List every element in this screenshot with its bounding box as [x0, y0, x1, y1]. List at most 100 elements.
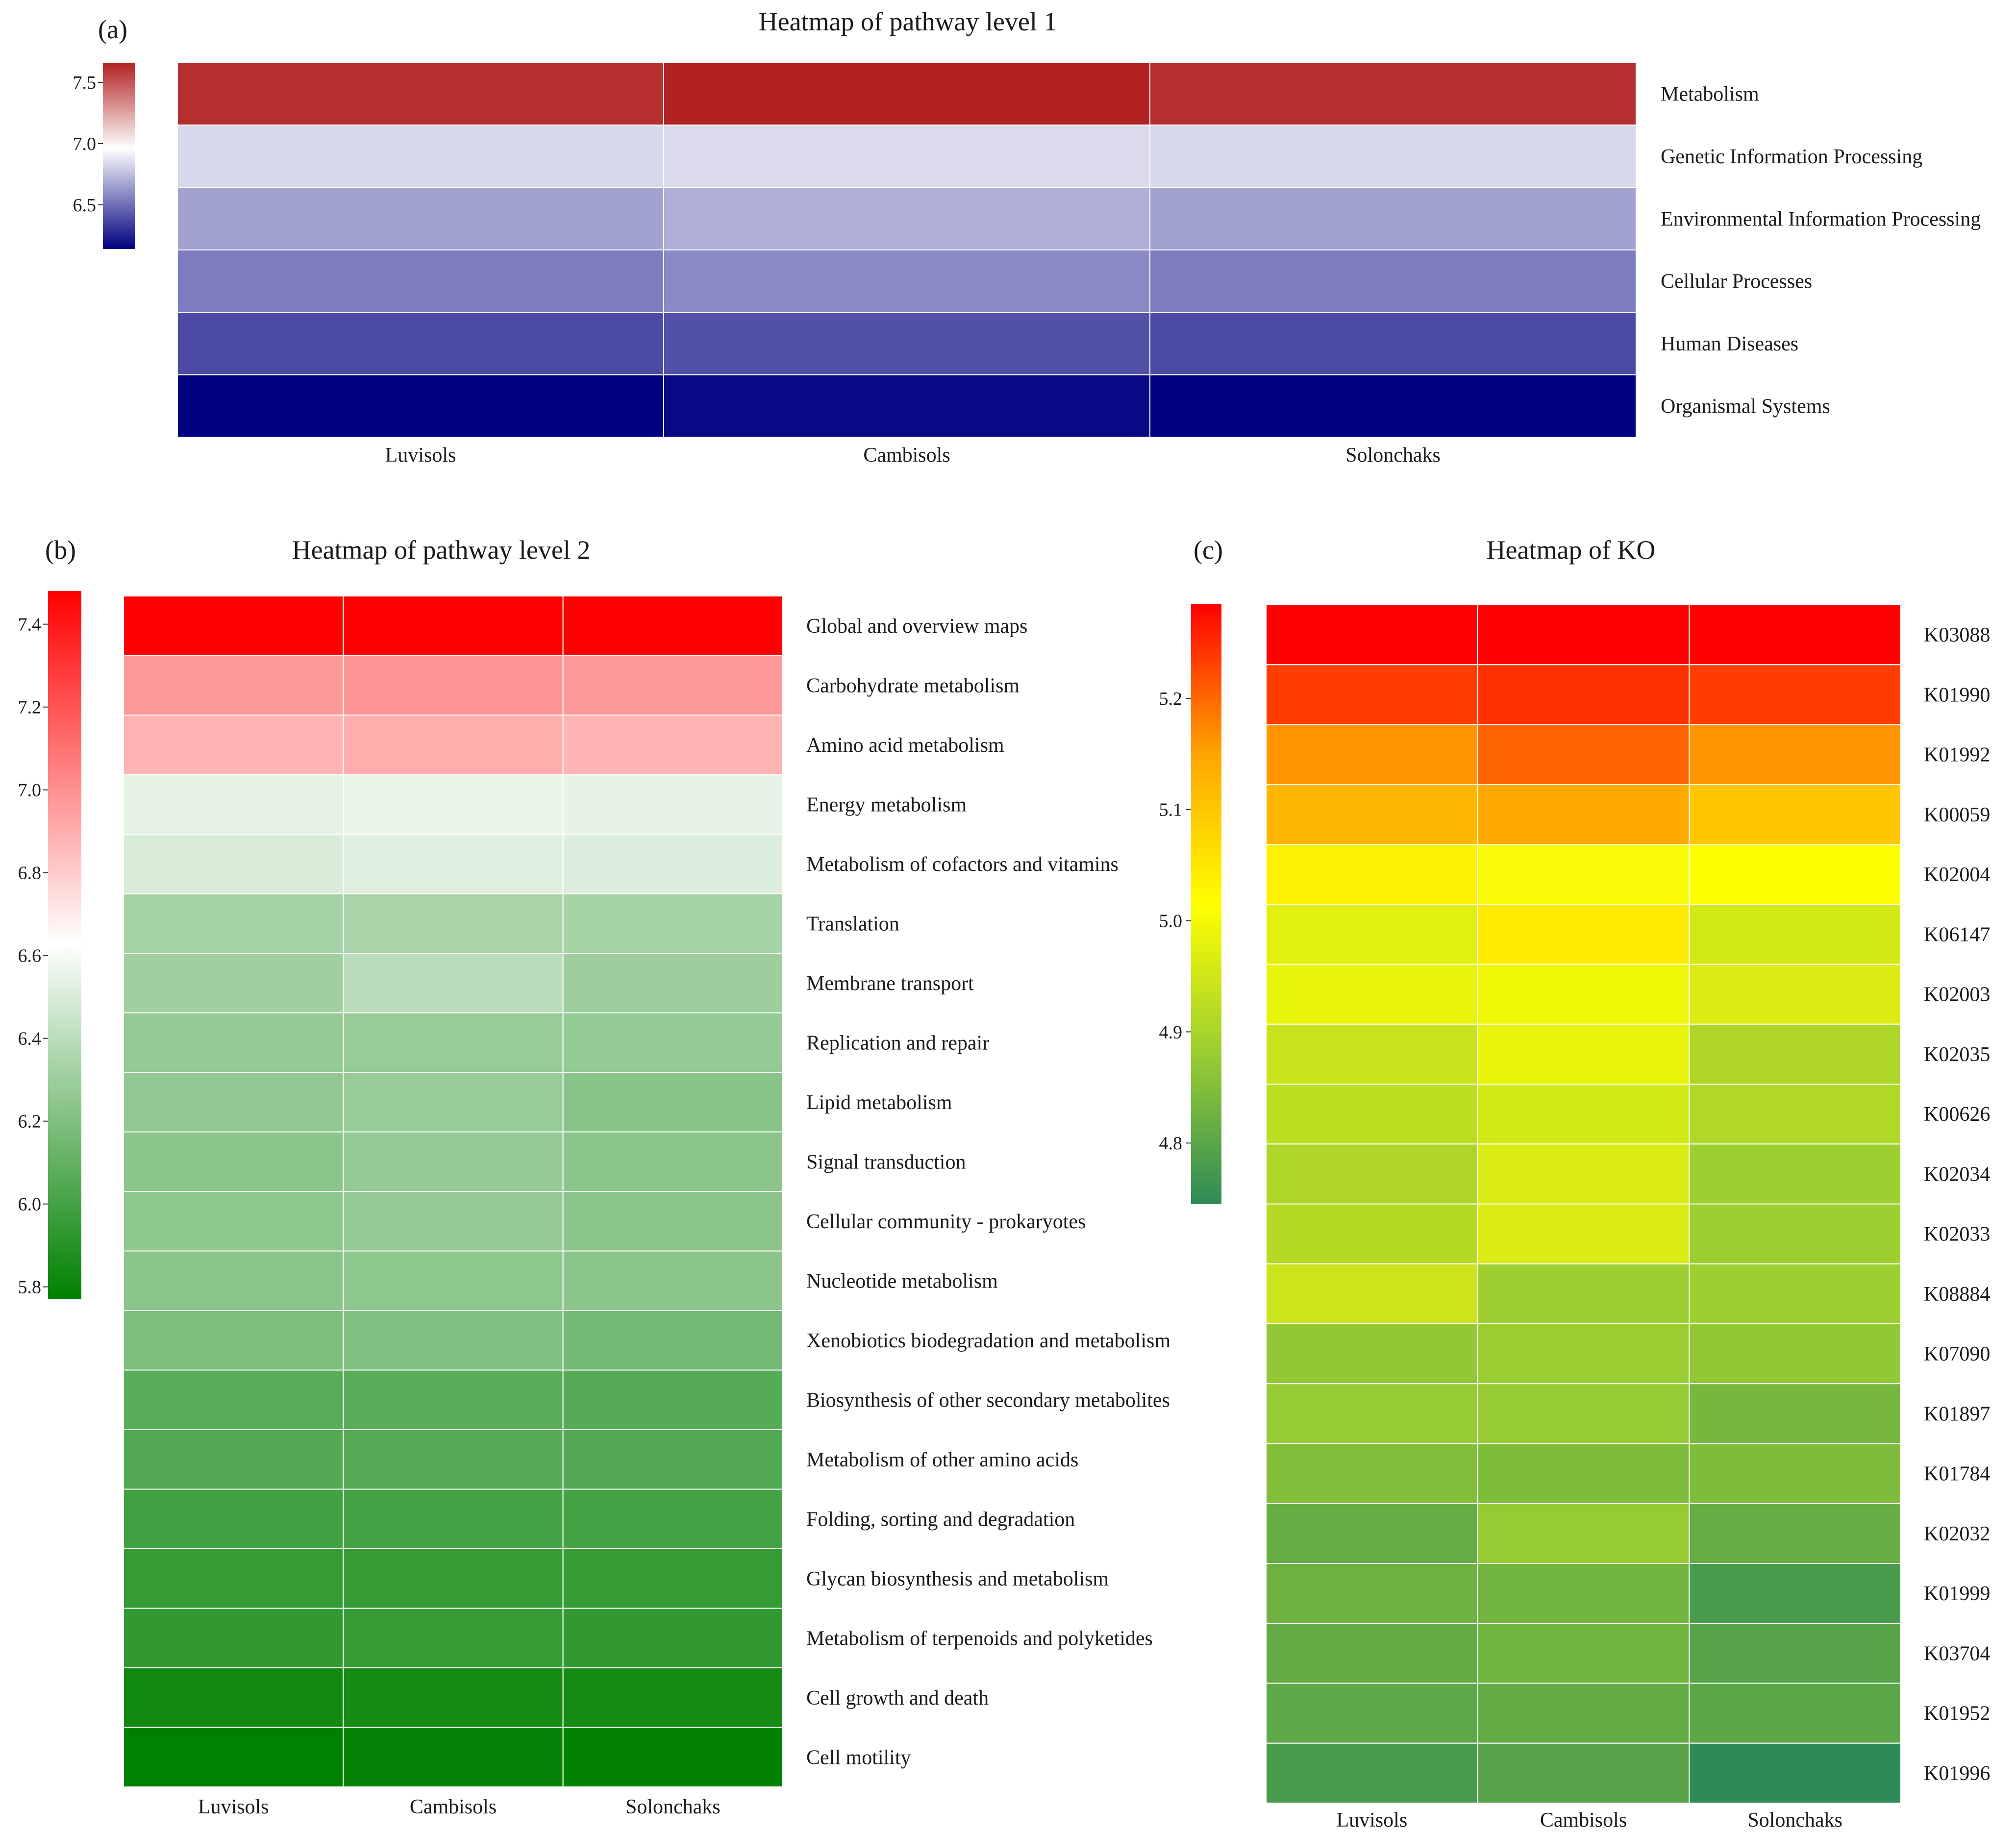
- heatmap-cell: [343, 1310, 564, 1371]
- panel-a: (a) Heatmap of pathway level 1 7.5 7.0 6.5…: [73, 7, 1981, 467]
- heatmap-cell: [343, 1727, 564, 1787]
- row-label: Glycan biosynthesis and metabolism: [806, 1568, 1109, 1590]
- heatmap-cell: [1477, 1323, 1690, 1385]
- colorbar-tick-label: 5.1: [1159, 800, 1183, 820]
- colorbar-tick-label: 7.0: [73, 134, 97, 154]
- heatmap-cell: [1266, 904, 1478, 965]
- heatmap-cell: [562, 1667, 783, 1728]
- heatmap-cell: [123, 1548, 344, 1609]
- heatmap-cell: [177, 312, 664, 375]
- heatmap-cell: [1149, 187, 1637, 250]
- heatmap-cell: [1266, 1563, 1478, 1624]
- heatmap-cell: [562, 715, 783, 775]
- panel-b-colorbar-ticks: 7.4 7.2 7.0 6.8 6.6 6.4 6.2 6.0 5.8: [18, 615, 48, 1298]
- row-label: K06147: [1924, 923, 1990, 946]
- heatmap-cell: [1477, 1143, 1690, 1205]
- heatmap-cell: [343, 1072, 564, 1133]
- heatmap-cell: [177, 62, 664, 126]
- colorbar-tick-label: 4.8: [1159, 1133, 1183, 1154]
- heatmap-cell: [123, 655, 344, 716]
- row-label: Energy metabolism: [806, 793, 967, 816]
- row-label: K01990: [1924, 684, 1990, 706]
- row-label: Membrane transport: [806, 972, 974, 995]
- panel-a-letter: (a): [98, 15, 127, 44]
- heatmap-cell: [1477, 904, 1690, 965]
- row-label: Cell growth and death: [806, 1687, 989, 1709]
- heatmap-cell: [123, 834, 344, 894]
- heatmap-cell: [123, 953, 344, 1014]
- row-label: K02032: [1924, 1523, 1990, 1545]
- heatmap-cell: [343, 774, 564, 835]
- row-label: Environmental Information Processing: [1661, 208, 1981, 230]
- heatmap-cell: [1689, 664, 1901, 725]
- row-label: Cellular Processes: [1661, 271, 1812, 293]
- colorbar-tick-label: 7.0: [18, 780, 42, 801]
- row-label: K00059: [1924, 804, 1990, 826]
- panel-c-letter: (c): [1194, 535, 1223, 565]
- heatmap-cell: [663, 124, 1150, 188]
- heatmap-cell: [1477, 664, 1690, 725]
- row-label: K01897: [1924, 1403, 1990, 1425]
- row-label: Organismal Systems: [1661, 395, 1830, 418]
- heatmap-cell: [562, 595, 783, 656]
- heatmap-cell: [1689, 904, 1901, 965]
- panel-b-colorbar: [48, 591, 81, 1299]
- heatmap-cell: [343, 1191, 564, 1252]
- colorbar-tick-label: 4.9: [1159, 1022, 1183, 1042]
- heatmap-cell: [1477, 1742, 1690, 1804]
- heatmap-cell: [1149, 312, 1637, 375]
- row-label: K07090: [1924, 1343, 1990, 1365]
- row-label: Lipid metabolism: [806, 1091, 952, 1114]
- column-label: Solonchaks: [1345, 444, 1441, 467]
- column-label: Cambisols: [410, 1796, 497, 1818]
- row-label: K02033: [1924, 1223, 1990, 1246]
- panel-c-colorbar: [1191, 604, 1221, 1204]
- panel-a-row-labels: Metabolism Genetic Information Processing…: [1661, 83, 1981, 418]
- heatmap-cell: [1266, 664, 1478, 725]
- colorbar-tick-label: 7.5: [73, 73, 97, 93]
- row-label: K08884: [1924, 1283, 1990, 1306]
- column-label: Solonchaks: [625, 1796, 721, 1818]
- panel-c-colorbar-ticks: 5.2 5.1 5.0 4.9 4.8: [1159, 689, 1191, 1154]
- row-label: Cellular community - prokaryotes: [806, 1211, 1086, 1233]
- heatmap-cell: [343, 1429, 564, 1490]
- colorbar-tick-label: 5.8: [18, 1277, 42, 1298]
- panel-a-column-labels: Luvisols Cambisols Solonchaks: [385, 444, 1441, 467]
- panel-b-cells: [123, 595, 783, 1787]
- heatmap-cell: [1266, 1503, 1478, 1564]
- colorbar-tick-label: 5.0: [1159, 911, 1183, 932]
- heatmap-cell: [1689, 1683, 1901, 1744]
- row-label: Replication and repair: [806, 1032, 989, 1054]
- heatmap-cell: [123, 1429, 344, 1490]
- row-label: K02034: [1924, 1163, 1990, 1186]
- heatmap-cell: [1477, 1084, 1690, 1145]
- heatmap-cell: [1689, 1143, 1901, 1205]
- column-label: Luvisols: [1336, 1809, 1407, 1832]
- heatmap-cell: [1689, 1443, 1901, 1504]
- heatmap-cell: [1266, 964, 1478, 1025]
- heatmap-cell: [1266, 1023, 1478, 1085]
- heatmap-cell: [123, 1727, 344, 1787]
- heatmap-cell: [562, 1608, 783, 1668]
- heatmap-cell: [343, 715, 564, 775]
- heatmap-cell: [1266, 1143, 1478, 1205]
- heatmap-cell: [343, 1667, 564, 1728]
- heatmap-cell: [562, 1072, 783, 1133]
- panel-b-title: Heatmap of pathway level 2: [292, 535, 591, 565]
- panel-b-letter: (b): [45, 535, 76, 565]
- heatmap-cell: [663, 374, 1150, 438]
- heatmap-cell: [562, 1250, 783, 1311]
- heatmap-cell: [1689, 1023, 1901, 1085]
- column-label: Solonchaks: [1747, 1809, 1842, 1832]
- heatmap-cell: [562, 1488, 783, 1549]
- column-label: Luvisols: [198, 1796, 269, 1818]
- colorbar-tick-label: 6.5: [73, 195, 97, 216]
- row-label: Carbohydrate metabolism: [806, 674, 1020, 697]
- row-label: K03704: [1924, 1642, 1990, 1665]
- row-label: Human Diseases: [1661, 333, 1798, 355]
- heatmap-cell: [1266, 1383, 1478, 1444]
- heatmap-cell: [177, 374, 664, 438]
- heatmap-cell: [123, 774, 344, 835]
- heatmap-cell: [1266, 784, 1478, 845]
